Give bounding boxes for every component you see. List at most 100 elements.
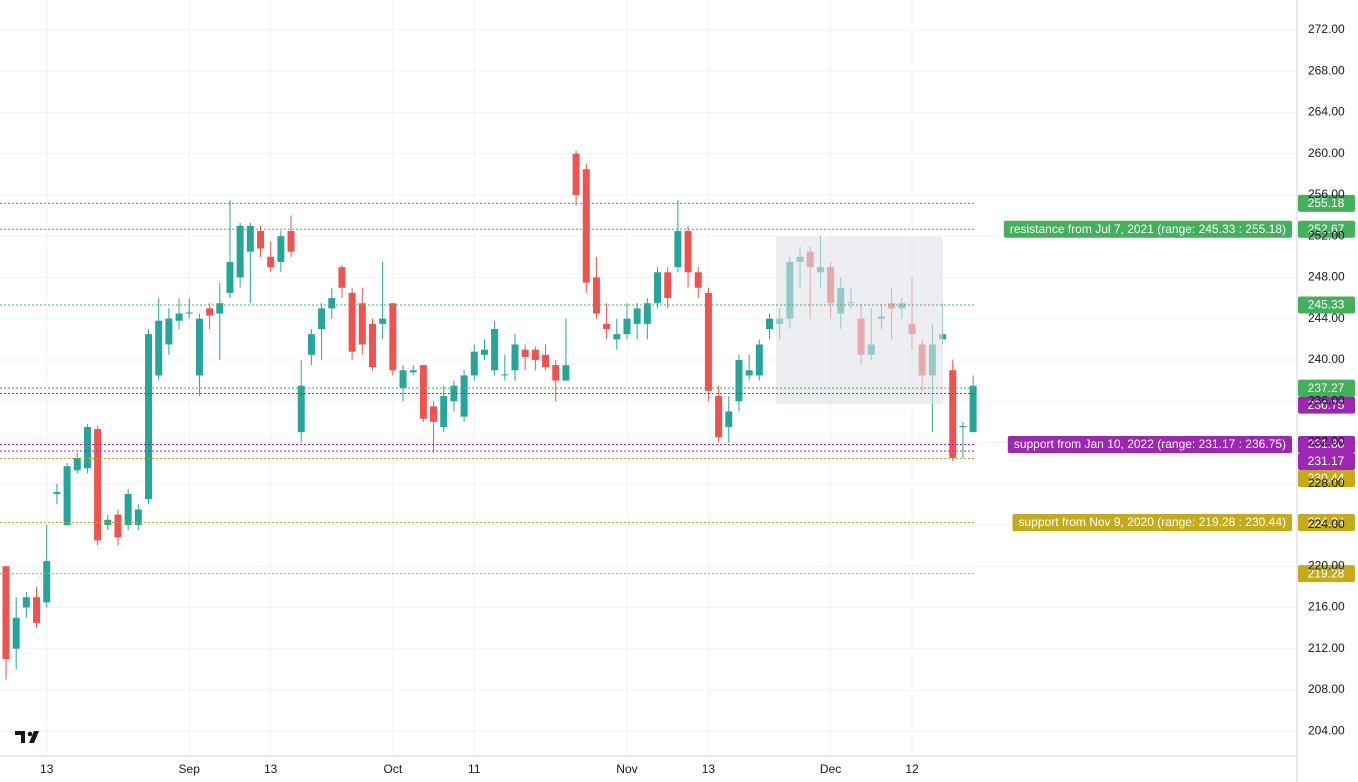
- candle-body: [735, 359, 743, 402]
- overlay-image: [776, 237, 943, 404]
- y-tick-label: 244.00: [1308, 311, 1345, 325]
- candle-body: [318, 308, 326, 330]
- candle-body: [704, 292, 712, 391]
- candle-body: [592, 277, 600, 314]
- logo-dot: [27, 731, 33, 737]
- candle-body: [83, 426, 91, 469]
- candle-body: [206, 308, 214, 316]
- candle-body: [124, 494, 132, 525]
- candle-body: [399, 370, 407, 388]
- candle-body: [694, 272, 702, 288]
- candle-body: [389, 303, 397, 371]
- y-tick-label: 204.00: [1308, 723, 1345, 737]
- candle-body: [755, 344, 763, 376]
- candle-body: [175, 313, 183, 321]
- y-tick-label: 228.00: [1308, 476, 1345, 490]
- grid: [0, 0, 1297, 756]
- y-tick-label: 256.00: [1308, 187, 1345, 201]
- price-badge-label: 231.17: [1308, 454, 1345, 468]
- price-badge-label: 245.33: [1308, 298, 1345, 312]
- x-tick-label: Nov: [616, 762, 637, 776]
- candle-body: [521, 349, 529, 357]
- y-tick-label: 224.00: [1308, 517, 1345, 531]
- candle-body: [470, 351, 478, 376]
- x-tick-label: 11: [468, 762, 481, 776]
- candle-body: [745, 370, 753, 376]
- candle-body: [582, 169, 590, 283]
- y-tick-label: 212.00: [1308, 641, 1345, 655]
- x-tick-label: Sep: [179, 762, 201, 776]
- candle-body: [572, 153, 580, 195]
- candle-body: [491, 329, 499, 371]
- price-badge: [1298, 470, 1355, 488]
- price-badge: [1298, 220, 1355, 238]
- x-tick-label: Dec: [820, 762, 841, 776]
- y-tick-label: 220.00: [1308, 558, 1345, 572]
- price-badge-label: 236.75: [1308, 398, 1345, 412]
- candle-body: [277, 236, 285, 262]
- price-badge: [1298, 396, 1355, 414]
- logo-mark: [15, 731, 25, 743]
- candle-body: [440, 396, 448, 427]
- candle-body: [725, 411, 733, 427]
- candle-body: [155, 320, 163, 376]
- price-badge-label: 224.24: [1308, 515, 1345, 529]
- x-tick-label: Oct: [384, 762, 403, 776]
- candle-body: [236, 225, 244, 278]
- candle-body: [664, 272, 672, 299]
- candle-body: [165, 318, 173, 345]
- candle-body: [542, 354, 550, 368]
- x-tick-label: 13: [40, 762, 54, 776]
- y-tick-label: 236.00: [1308, 393, 1345, 407]
- price-badge: [1298, 513, 1355, 531]
- y-tick-label: 264.00: [1308, 105, 1345, 119]
- candle-body: [460, 375, 468, 417]
- x-tick-label: 12: [905, 762, 919, 776]
- x-tick-label: 13: [264, 762, 278, 776]
- candle-body: [185, 312, 193, 314]
- candle-body: [633, 308, 641, 324]
- candle-body: [12, 617, 20, 649]
- price-badge: [1298, 296, 1355, 314]
- level-annotation-box: [1003, 220, 1292, 238]
- candle-body: [73, 457, 81, 471]
- candle-body: [53, 491, 61, 495]
- candle-body: [654, 272, 662, 304]
- price-badge-label: 252.67: [1308, 222, 1345, 236]
- candle-body: [430, 406, 438, 422]
- price-badge-label: 230.44: [1308, 471, 1345, 485]
- candle-body: [297, 385, 305, 433]
- candle-body: [562, 365, 570, 381]
- candle-body: [43, 561, 51, 603]
- candle-body: [643, 303, 651, 324]
- y-tick-label: 260.00: [1308, 146, 1345, 160]
- candle-body: [2, 566, 10, 660]
- candle-body: [257, 231, 264, 249]
- candle-body: [419, 365, 427, 419]
- candle-body: [949, 370, 957, 458]
- candle-body: [328, 298, 336, 309]
- y-tick-label: 240.00: [1308, 352, 1345, 366]
- candle-body: [114, 514, 122, 538]
- price-badge-label: 219.28: [1308, 566, 1345, 580]
- candle-body: [409, 370, 417, 373]
- candle-body: [501, 374, 509, 376]
- x-tick-label: 13: [702, 762, 716, 776]
- candle-body: [348, 292, 356, 352]
- candle-body: [368, 323, 376, 368]
- candle-body: [22, 597, 30, 608]
- candle-body: [358, 303, 366, 345]
- candle-body: [307, 334, 315, 355]
- candle-body: [603, 323, 611, 330]
- logo: [15, 731, 39, 743]
- logo-mark: [29, 731, 39, 743]
- candle-body: [94, 429, 102, 541]
- candle-body: [715, 396, 723, 438]
- candle-body: [338, 267, 346, 288]
- price-badge: [1298, 453, 1355, 471]
- price-badge-label: 237.27: [1308, 381, 1345, 395]
- candle-body: [552, 365, 560, 381]
- candle-body: [766, 318, 773, 330]
